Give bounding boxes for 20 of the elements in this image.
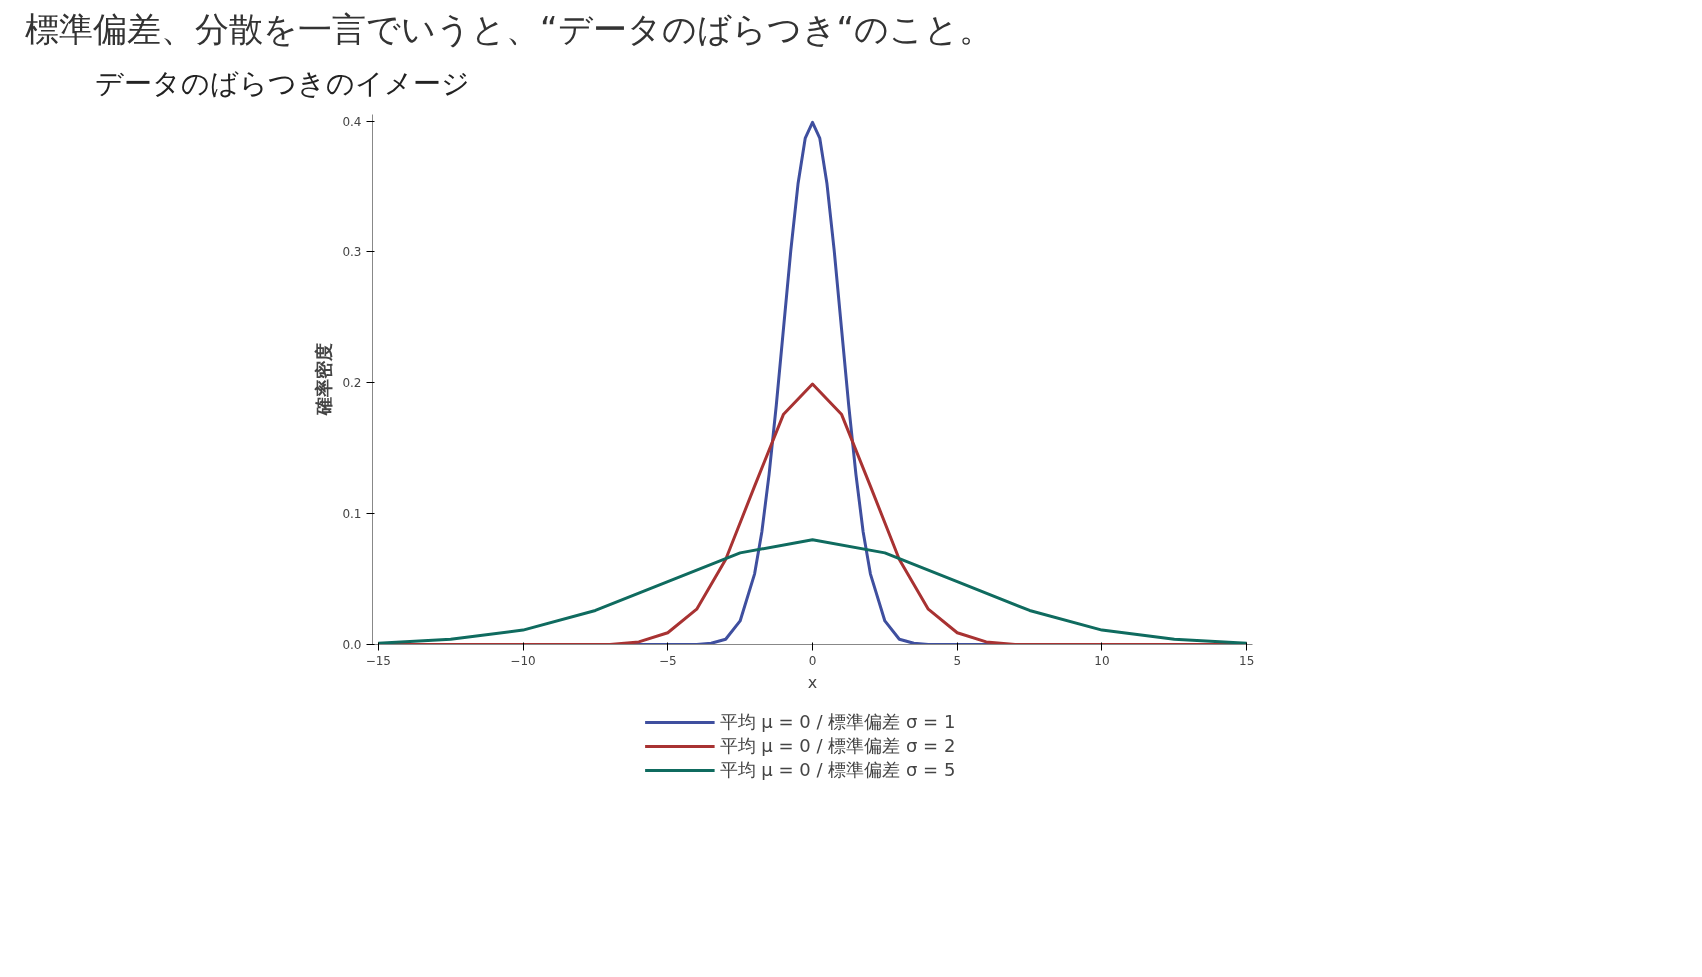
y-tick-label: 0.0: [342, 637, 362, 652]
x-tick-label: 15: [1239, 653, 1255, 668]
y-axis-title: 確率密度: [313, 343, 335, 417]
x-axis-title: x: [807, 672, 818, 692]
x-tick-label: −10: [510, 653, 536, 668]
y-tick-label: 0.3: [342, 244, 362, 259]
line-series: [376, 537, 1249, 645]
chart-subtitle: データのばらつきのイメージ: [95, 65, 470, 102]
chart-title: 標準偏差、分散を一言でいうと、“データのばらつき“のこと。: [25, 8, 994, 51]
x-tick-label: −15: [365, 653, 391, 668]
y-tick-label: 0.2: [342, 375, 362, 390]
x-tick-label: 0: [808, 653, 817, 668]
x-tick-label: −5: [658, 653, 677, 668]
legend-label: 平均 μ = 0 / 標準偏差 σ = 5: [719, 758, 956, 783]
legend-label: 平均 μ = 0 / 標準偏差 σ = 1: [719, 710, 956, 735]
y-tick-label: 0.4: [342, 114, 362, 129]
x-tick-label: 10: [1094, 653, 1110, 668]
legend-label: 平均 μ = 0 / 標準偏差 σ = 2: [719, 734, 956, 759]
y-tick-label: 0.1: [342, 506, 362, 521]
x-tick-label: 5: [953, 653, 962, 668]
